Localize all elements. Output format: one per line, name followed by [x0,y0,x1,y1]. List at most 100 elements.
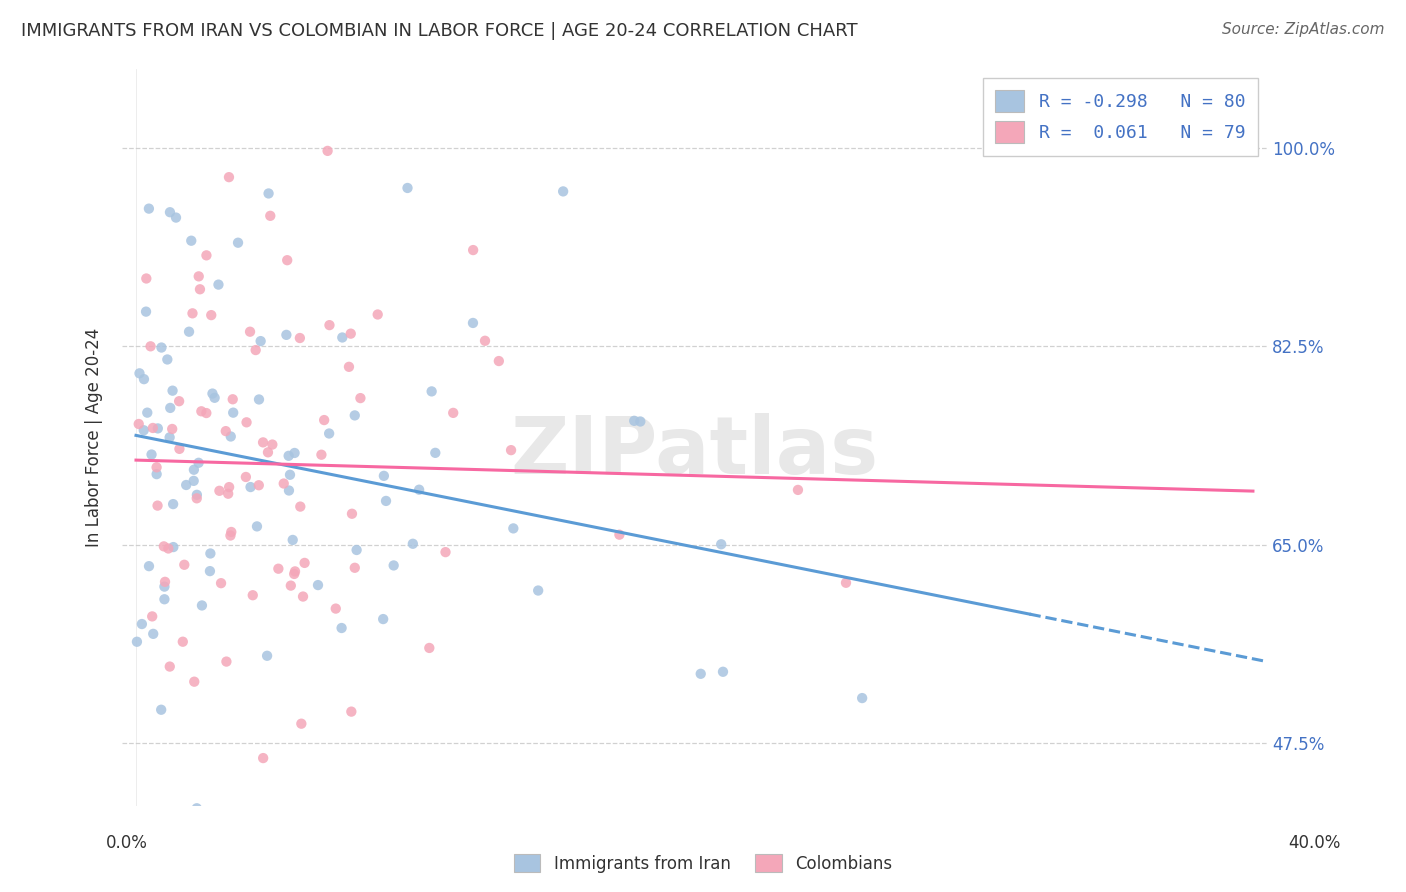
Point [200,308,222,322]
Point [218,480,240,494]
Point [257,186,280,201]
Point [249,334,271,348]
Point [402,537,425,551]
Point [396,181,419,195]
Legend: Immigrants from Iran, Colombians: Immigrants from Iran, Colombians [506,847,900,880]
Point [247,478,270,492]
Point [208,483,231,498]
Point [181,306,204,320]
Point [167,394,190,409]
Point [628,415,651,429]
Point [159,659,181,673]
Point [623,414,645,428]
Point [135,304,157,318]
Point [441,406,464,420]
Point [217,486,239,500]
Point [174,478,197,492]
Point [284,565,307,579]
Point [159,430,181,444]
Point [284,446,307,460]
Point [281,533,304,547]
Point [187,456,209,470]
Point [330,330,353,344]
Point [307,578,329,592]
Point [131,617,153,632]
Point [290,716,312,731]
Point [183,474,205,488]
Point [242,588,264,602]
Point [340,507,363,521]
Point [162,384,184,398]
Point [280,579,302,593]
Point [142,627,165,641]
Point [276,253,298,268]
Point [180,234,202,248]
Point [316,144,339,158]
Point [165,211,187,225]
Point [128,417,150,431]
Point [553,185,575,199]
Point [375,494,398,508]
Point [259,209,281,223]
Text: IMMIGRANTS FROM IRAN VS COLOMBIAN IN LABOR FORCE | AGE 20-24 CORRELATION CHART: IMMIGRANTS FROM IRAN VS COLOMBIAN IN LAB… [21,22,858,40]
Point [128,367,150,381]
Point [172,634,194,648]
Point [851,691,873,706]
Point [215,424,238,438]
Point [278,467,301,482]
Point [186,488,208,502]
Point [222,406,245,420]
Point [222,392,245,407]
Point [139,339,162,353]
Point [153,592,176,607]
Point [609,527,631,541]
Point [373,612,395,626]
Point [190,404,212,418]
Legend: R = -0.298   N = 80, R =  0.061   N = 79: R = -0.298 N = 80, R = 0.061 N = 79 [983,78,1258,156]
Point [246,519,269,533]
Point [209,576,232,591]
Point [373,468,395,483]
Point [273,476,295,491]
Point [239,480,262,494]
Point [311,448,333,462]
Point [156,352,179,367]
Point [187,269,209,284]
Point [188,282,211,296]
Point [290,500,312,514]
Point [159,401,181,415]
Point [276,327,298,342]
Point [183,674,205,689]
Point [150,341,173,355]
Point [169,442,191,456]
Point [689,666,711,681]
Y-axis label: In Labor Force | Age 20-24: In Labor Force | Age 20-24 [86,327,103,547]
Point [146,499,169,513]
Point [135,271,157,285]
Point [710,537,733,551]
Point [145,467,167,482]
Point [343,409,366,423]
Text: 0.0%: 0.0% [105,834,148,852]
Point [337,359,360,374]
Point [278,483,301,498]
Point [195,406,218,420]
Point [367,308,389,322]
Point [201,386,224,401]
Point [257,445,280,459]
Point [173,558,195,572]
Point [330,621,353,635]
Point [177,325,200,339]
Point [160,422,183,436]
Point [835,575,858,590]
Point [226,235,249,250]
Point [418,640,440,655]
Point [146,421,169,435]
Point [288,331,311,345]
Point [183,463,205,477]
Point [463,243,485,257]
Point [595,813,617,827]
Point [318,426,340,441]
Point [215,655,238,669]
Point [527,583,550,598]
